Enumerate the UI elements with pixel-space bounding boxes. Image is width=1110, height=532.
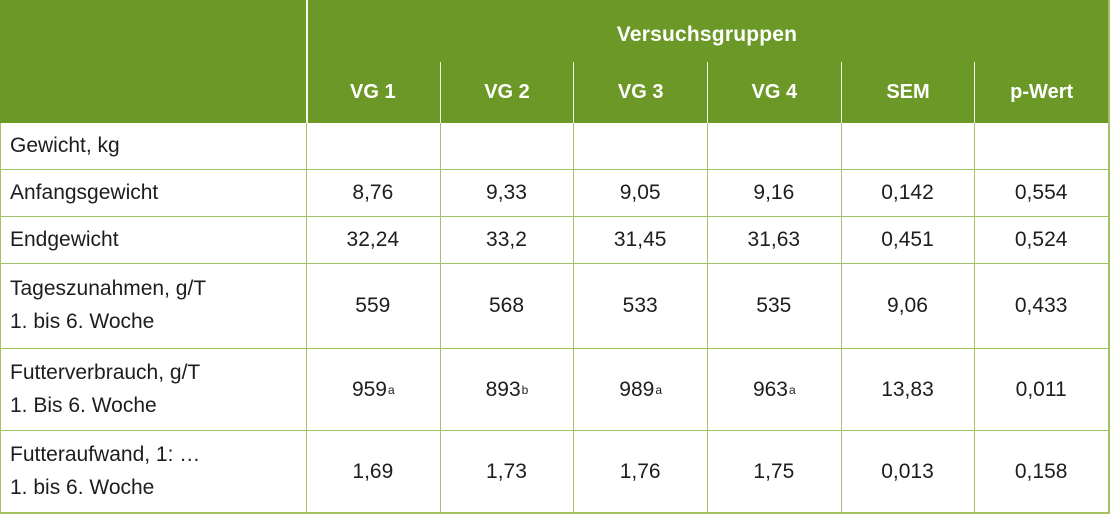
column-header-vg2: VG 2 <box>439 62 574 123</box>
data-cell: 568 <box>439 264 574 348</box>
data-cell <box>306 123 440 169</box>
data-cell: 1,75 <box>707 431 841 512</box>
group-header-versuchsgruppen: Versuchsgruppen <box>616 23 798 46</box>
cell-value: 1,69 <box>352 459 394 483</box>
row-label: Endgewicht <box>1 217 306 263</box>
data-cell: 0,451 <box>840 217 975 263</box>
data-cell: 13,83 <box>840 349 975 430</box>
cell-value: 0,554 <box>1014 181 1068 204</box>
cell-value: 9,16 <box>753 181 795 204</box>
row-label: Gewicht, kg <box>1 123 306 169</box>
data-cell: 0,524 <box>974 217 1108 263</box>
data-cell: 0,433 <box>974 264 1108 348</box>
row-label: Anfangsgewicht <box>1 170 306 216</box>
row-label-line1: Anfangsgewicht <box>10 180 159 204</box>
row-label-line1: Futteraufwand, 1: … <box>10 442 201 466</box>
data-cell <box>439 123 574 169</box>
cell-value: 989 <box>619 377 655 401</box>
table-row-anfangsgewicht: Anfangsgewicht 8,76 9,33 9,05 9,16 0,142… <box>0 170 1108 217</box>
cell-value: 0,142 <box>881 181 934 204</box>
row-label-line1: Tageszunahmen, g/T <box>10 277 207 301</box>
cell-value: 0,158 <box>1014 459 1068 483</box>
data-cell: 0,158 <box>974 431 1108 512</box>
cell-value: 1,75 <box>753 459 795 483</box>
data-cell: 959 a <box>306 349 440 430</box>
cell-value: 31,45 <box>613 228 667 251</box>
data-cell <box>974 123 1108 169</box>
versuchsgruppen-table: Versuchsgruppen VG 1 VG 2 VG 3 VG 4 SEM … <box>0 0 1110 514</box>
cell-value: 1,76 <box>619 459 661 483</box>
table-row-tageszunahmen: Tageszunahmen, g/T 1. bis 6. Woche 559 5… <box>0 264 1108 349</box>
cell-value: 0,011 <box>1015 377 1067 401</box>
cell-value: 13,83 <box>881 377 934 401</box>
column-header-vg3: VG 3 <box>573 62 707 123</box>
cell-value: 32,24 <box>346 228 400 251</box>
data-cell: 535 <box>707 264 841 348</box>
cell-value: 33,2 <box>486 228 527 251</box>
cell-value: 535 <box>756 294 792 317</box>
data-cell: 0,013 <box>840 431 975 512</box>
cell-value: 9,06 <box>887 294 928 317</box>
column-header-vg1: VG 1 <box>350 81 396 103</box>
cell-value: 0,451 <box>881 228 934 251</box>
data-cell: 893 b <box>439 349 574 430</box>
table-row-futterverbrauch: Futterverbrauch, g/T 1. Bis 6. Woche 959… <box>0 349 1108 431</box>
table-row-gewicht: Gewicht, kg <box>0 123 1108 170</box>
data-cell: 9,33 <box>439 170 574 216</box>
cell-value: 8,76 <box>352 181 394 204</box>
column-header-pwert: p-Wert <box>974 62 1108 123</box>
data-cell: 32,24 <box>306 217 440 263</box>
data-cell: 31,63 <box>707 217 841 263</box>
row-label-line1: Gewicht, kg <box>10 133 120 157</box>
row-label-line2: 1. bis 6. Woche <box>10 310 155 333</box>
data-cell: 9,16 <box>707 170 841 216</box>
row-label: Tageszunahmen, g/T 1. bis 6. Woche <box>1 264 306 348</box>
table-body: Gewicht, kg Anfangsgewicht 8,76 9,33 9,0… <box>0 123 1108 512</box>
data-cell: 963 a <box>707 349 841 430</box>
cell-value: 533 <box>622 294 658 317</box>
data-cell: 31,45 <box>573 217 707 263</box>
column-header-sem: SEM <box>840 62 975 123</box>
cell-value: 0,433 <box>1014 294 1068 317</box>
data-cell <box>840 123 975 169</box>
cell-value: 0,524 <box>1014 228 1068 251</box>
data-cell: 559 <box>306 264 440 348</box>
cell-value: 963 <box>752 377 788 401</box>
header-column-divider <box>306 0 308 123</box>
row-label: Futterverbrauch, g/T 1. Bis 6. Woche <box>1 349 306 430</box>
data-cell: 1,76 <box>573 431 707 512</box>
row-label-line1: Futterverbrauch, g/T <box>10 360 201 384</box>
cell-value: 559 <box>355 294 391 317</box>
data-cell: 533 <box>573 264 707 348</box>
cell-value: 1,73 <box>486 459 527 483</box>
data-cell: 0,142 <box>840 170 975 216</box>
cell-value: 9,33 <box>486 181 527 204</box>
cell-value: 959 <box>351 377 387 401</box>
cell-value: 9,05 <box>619 181 661 204</box>
data-cell: 0,554 <box>974 170 1108 216</box>
row-label-line2: 1. bis 6. Woche <box>10 475 155 499</box>
column-header-row: VG 1 VG 2 VG 3 VG 4 SEM p-Wert <box>306 62 1108 123</box>
data-cell: 1,69 <box>306 431 440 512</box>
cell-value: 893 <box>485 377 521 401</box>
row-label: Futteraufwand, 1: … 1. bis 6. Woche <box>1 431 306 512</box>
table-row-futteraufwand: Futteraufwand, 1: … 1. bis 6. Woche 1,69… <box>0 431 1108 512</box>
data-cell: 8,76 <box>306 170 440 216</box>
data-cell <box>573 123 707 169</box>
table-header: Versuchsgruppen VG 1 VG 2 VG 3 VG 4 SEM … <box>0 0 1108 123</box>
cell-value: 0,013 <box>881 459 934 483</box>
row-label-line1: Endgewicht <box>10 227 119 251</box>
data-cell <box>707 123 841 169</box>
row-label-line2: 1. Bis 6. Woche <box>10 393 157 417</box>
data-cell: 9,06 <box>840 264 975 348</box>
cell-value: 31,63 <box>747 228 801 251</box>
data-cell: 0,011 <box>974 349 1108 430</box>
column-header-vg4: VG 4 <box>707 62 841 123</box>
data-cell: 33,2 <box>439 217 574 263</box>
cell-value: 568 <box>488 294 525 317</box>
data-cell: 9,05 <box>573 170 707 216</box>
data-cell: 989 a <box>573 349 707 430</box>
table-row-endgewicht: Endgewicht 32,24 33,2 31,45 31,63 0,451 … <box>0 217 1108 264</box>
data-cell: 1,73 <box>439 431 574 512</box>
